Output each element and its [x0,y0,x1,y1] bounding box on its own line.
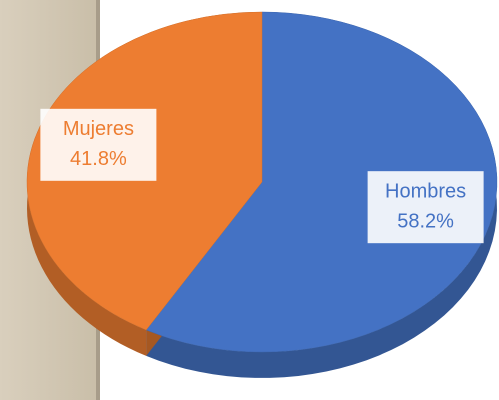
data-label: Hombres 58.2% [367,171,484,244]
value-label: 58.2% [397,210,454,232]
slice [145,11,498,353]
label-box [40,108,157,181]
value-label: 41.8% [70,148,127,170]
category-label: Mujeres [63,118,134,140]
label-box [367,171,484,244]
data-label: Mujeres 41.8% [40,108,157,181]
category-label: Hombres [385,180,466,202]
